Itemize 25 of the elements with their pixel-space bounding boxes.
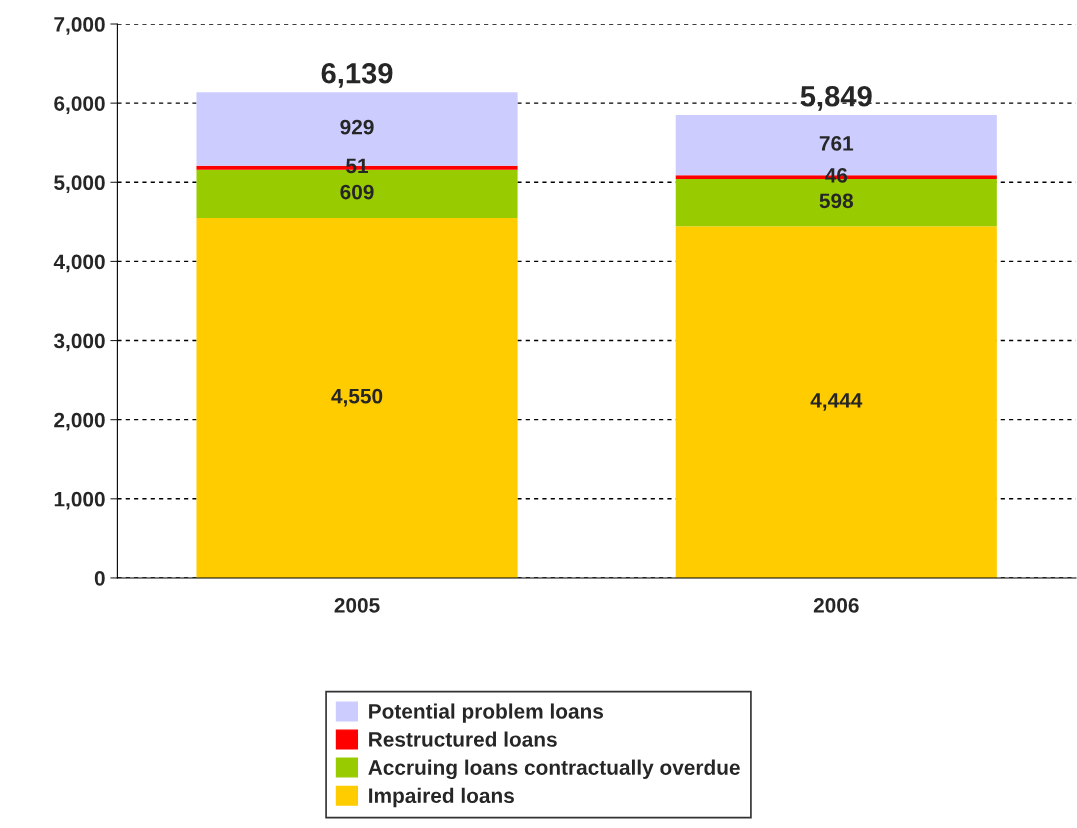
bar: [196, 217, 518, 578]
data-label: 598: [819, 193, 854, 209]
data-label: 4,444: [810, 393, 863, 411]
y-tick-label: 2,000: [54, 412, 105, 431]
bar: [675, 226, 997, 578]
y-tick-label: 0: [94, 570, 105, 586]
x-tick-label: 2006: [813, 597, 859, 613]
data-label: 929: [340, 119, 374, 135]
y-tick-label: 6,000: [54, 96, 105, 114]
data-label: 4,550: [331, 388, 383, 407]
data-label: 46: [825, 167, 848, 183]
total-label: 6,139: [321, 62, 393, 88]
legend-label: Impaired loans: [369, 787, 514, 808]
legend-label: Potential problem loans: [369, 703, 604, 723]
legend-label: Restructured loans: [369, 731, 557, 747]
y-tick-label: 4,000: [53, 254, 105, 273]
legend-label: Accruing loans contractually overdue: [368, 759, 740, 780]
y-tick-label: 3,000: [53, 333, 105, 352]
data-label: 609: [340, 184, 374, 200]
data-label: 761: [819, 136, 854, 151]
y-tick-label: 1,000: [54, 491, 105, 510]
y-tick-label: 5,000: [54, 175, 105, 194]
total-label: 5,849: [800, 85, 872, 111]
x-tick-label: 2005: [334, 597, 380, 613]
y-tick-label: 7,000: [54, 17, 105, 35]
